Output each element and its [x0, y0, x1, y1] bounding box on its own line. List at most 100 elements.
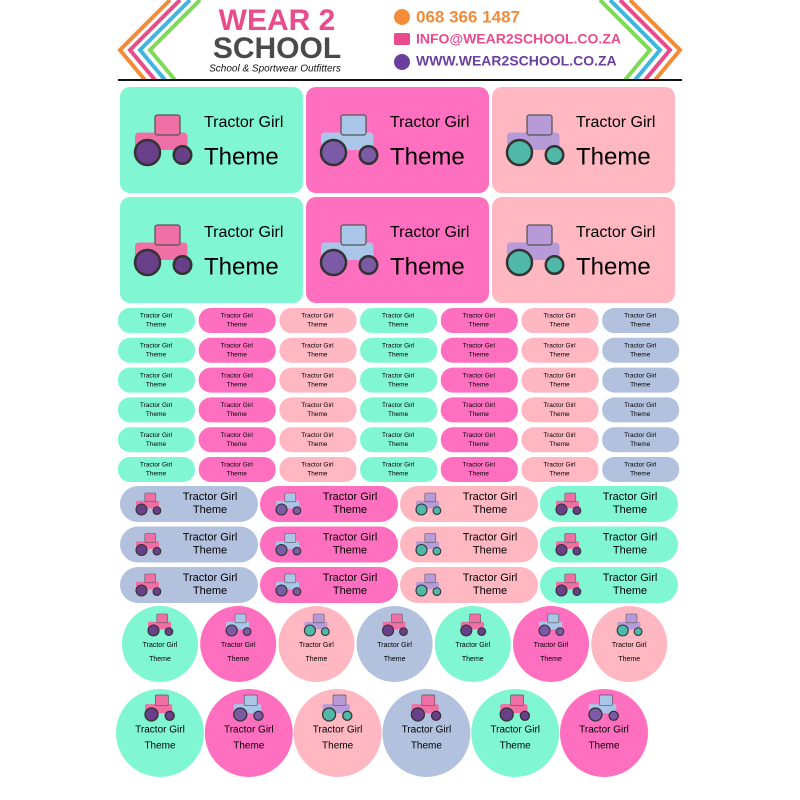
- label-line1: Tractor Girl: [204, 114, 283, 131]
- label-line2: Theme: [306, 656, 328, 663]
- tractor-cab: [510, 694, 524, 706]
- label-line1: Tractor Girl: [301, 402, 334, 409]
- logo-line2: SCHOOL: [213, 32, 341, 65]
- tagline: School & Sportwear Outfitters: [209, 64, 341, 75]
- email-icon: [394, 33, 410, 45]
- label-line2: Theme: [307, 471, 328, 478]
- tractor-wheel: [430, 710, 442, 722]
- small-label: [602, 397, 680, 423]
- label-line2: Theme: [469, 381, 490, 388]
- label-line1: Tractor Girl: [183, 572, 238, 584]
- label-line1: Tractor Girl: [299, 642, 334, 649]
- small-label: [521, 427, 599, 453]
- small-label: [602, 367, 680, 393]
- label-line1: Tractor Girl: [463, 372, 496, 379]
- phone: 068 366 1487: [416, 7, 520, 26]
- tractor-cab: [424, 492, 437, 503]
- label-line2: Theme: [204, 253, 279, 280]
- tractor-wheel: [572, 546, 582, 556]
- tractor-wheel: [172, 255, 193, 275]
- label-line2: Theme: [233, 741, 265, 752]
- tractor-wheel: [253, 710, 264, 722]
- label-line1: Tractor Girl: [402, 725, 452, 736]
- label-line1: Tractor Girl: [301, 313, 334, 320]
- tractor-cab: [564, 533, 577, 543]
- label-line1: Tractor Girl: [463, 491, 518, 503]
- tractor-cab: [547, 613, 560, 624]
- tractor-icon: [144, 694, 175, 722]
- tractor-icon: [499, 694, 531, 722]
- tractor-cab: [340, 114, 367, 136]
- label-line2: Theme: [384, 656, 406, 663]
- label-line2: Theme: [473, 544, 507, 556]
- label-line1: Tractor Girl: [463, 462, 496, 469]
- small-circle-label: [591, 606, 668, 682]
- tractor-icon: [135, 533, 162, 557]
- label-line1: Tractor Girl: [313, 725, 363, 736]
- tractor-icon: [555, 492, 582, 516]
- tractor-wheel: [225, 624, 238, 637]
- website: WWW.WEAR2SCHOOL.CO.ZA: [416, 53, 617, 69]
- label-line2: Theme: [227, 381, 248, 388]
- label-line1: Tractor Girl: [382, 372, 415, 379]
- tractor-wheel: [164, 710, 175, 722]
- small-label: [440, 427, 518, 453]
- label-line1: Tractor Girl: [140, 313, 173, 320]
- tractor-wheel: [319, 138, 348, 167]
- tractor-wheel: [505, 138, 534, 167]
- label-line1: Tractor Girl: [612, 642, 647, 649]
- label-line1: Tractor Girl: [543, 432, 576, 439]
- label-line1: Tractor Girl: [382, 462, 415, 469]
- label-line2: Theme: [390, 253, 465, 280]
- tractor-cab: [155, 694, 169, 706]
- label-line1: Tractor Girl: [323, 531, 378, 543]
- tractor-icon: [135, 492, 162, 516]
- small-label: [198, 397, 276, 423]
- label-line2: Theme: [388, 411, 409, 418]
- large-label: [120, 87, 303, 193]
- tractor-wheel: [275, 543, 288, 557]
- label-line2: Theme: [390, 143, 465, 170]
- small-label: [118, 427, 195, 453]
- small-label: [602, 308, 680, 333]
- tractor-cab: [421, 694, 436, 706]
- tractor-cab: [391, 613, 403, 624]
- small-circle-label: [122, 606, 198, 682]
- label-line1: Tractor Girl: [603, 491, 658, 503]
- label-line2: Theme: [227, 352, 248, 359]
- tractor-icon: [133, 114, 193, 167]
- tractor-icon: [410, 694, 442, 722]
- small-circle-label: [356, 606, 433, 682]
- label-line2: Theme: [549, 381, 570, 388]
- tractor-cab: [526, 224, 553, 246]
- label-line1: Tractor Girl: [463, 343, 496, 350]
- tractor-wheel: [152, 506, 162, 516]
- label-line2: Theme: [388, 381, 409, 388]
- label-line1: Tractor Girl: [603, 531, 658, 543]
- small-label: [360, 308, 438, 333]
- tractor-icon: [555, 573, 582, 597]
- label-line2: Theme: [388, 322, 409, 329]
- label-line2: Theme: [307, 381, 328, 388]
- tractor-cab: [599, 694, 613, 706]
- small-label: [198, 457, 276, 482]
- label-line2: Theme: [411, 741, 443, 752]
- label-line1: Tractor Girl: [463, 402, 496, 409]
- small-label: [118, 337, 195, 363]
- label-line1: Tractor Girl: [183, 491, 238, 503]
- tractor-cab: [424, 573, 437, 584]
- small-label: [440, 308, 518, 333]
- small-label: [118, 457, 195, 482]
- label-line2: Theme: [307, 322, 328, 329]
- small-label: [279, 337, 357, 363]
- label-line2: Theme: [576, 253, 651, 280]
- tractor-wheel: [432, 506, 442, 516]
- label-line2: Theme: [322, 741, 354, 752]
- label-line1: Tractor Girl: [579, 725, 629, 736]
- label-line2: Theme: [613, 504, 647, 516]
- small-label: [521, 367, 599, 393]
- label-line2: Theme: [388, 471, 409, 478]
- small-circle-label: [434, 606, 511, 682]
- tractor-icon: [319, 114, 379, 167]
- tractor-icon: [555, 533, 582, 557]
